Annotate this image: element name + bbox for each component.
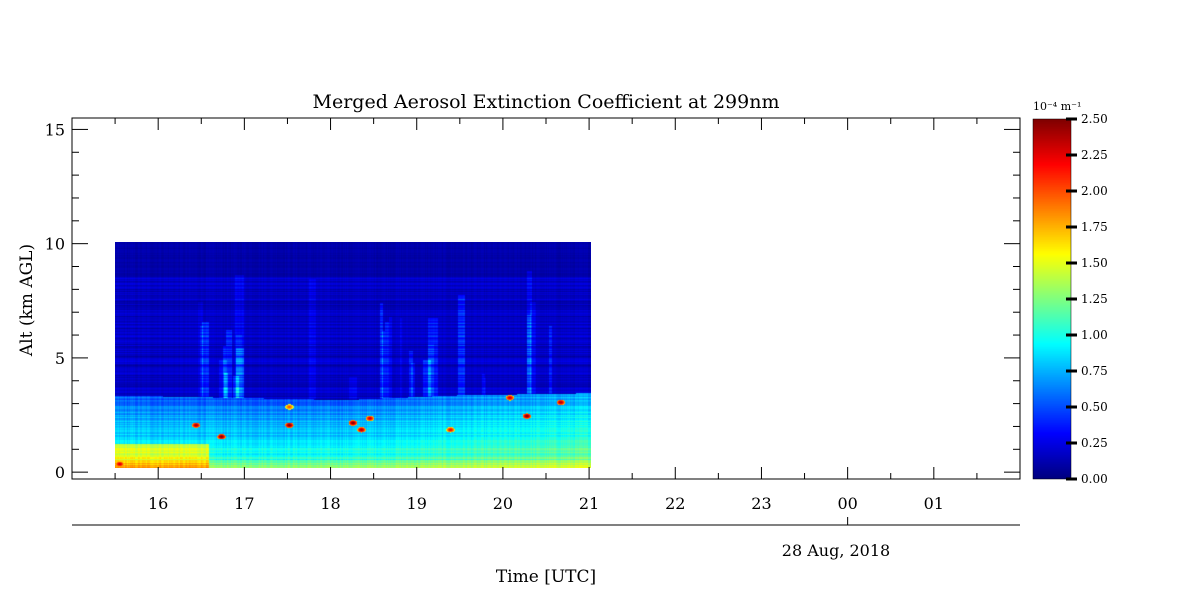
colorbar-tick-label: 1.25 (1081, 292, 1108, 306)
x-tick-label: 22 (665, 494, 685, 513)
colorbar-tick-label: 0.75 (1081, 364, 1108, 378)
y-tick-label: 5 (55, 349, 65, 368)
x-tick-label: 19 (407, 494, 427, 513)
date-label: 28 Aug, 2018 (782, 541, 890, 560)
y-tick-label: 0 (55, 463, 65, 482)
chart-title: Merged Aerosol Extinction Coefficient at… (313, 91, 780, 113)
colorbar-tick-label: 2.00 (1081, 184, 1108, 198)
colorbar-tick-label: 0.50 (1081, 400, 1108, 414)
x-tick-label: 23 (751, 494, 771, 513)
y-axis: 0 5 10 15 (45, 120, 1020, 482)
x-tick-label: 21 (579, 494, 599, 513)
y-tick-label: 10 (45, 235, 65, 254)
x-tick-label: 18 (320, 494, 340, 513)
colorbar-gradient (1033, 119, 1071, 479)
colorbar-tick-label: 2.25 (1081, 148, 1108, 162)
x-tick-label: 17 (234, 494, 254, 513)
x-tick-label: 16 (148, 494, 168, 513)
heatmap-field (115, 242, 591, 468)
colorbar-tick-label: 1.00 (1081, 328, 1108, 342)
x-tick-label: 01 (924, 494, 944, 513)
y-tick-label: 15 (45, 120, 65, 139)
colorbar-tick-label: 2.50 (1081, 112, 1108, 126)
x-tick-label: 00 (837, 494, 857, 513)
x-tick-label: 20 (493, 494, 513, 513)
colorbar-tick-label: 0.25 (1081, 436, 1108, 450)
colorbar-tick-label: 1.75 (1081, 220, 1108, 234)
colorbar-tick-label: 1.50 (1081, 256, 1108, 270)
x-axis-label: Time [UTC] (496, 567, 596, 587)
colorbar-tick-label: 0.00 (1081, 472, 1108, 486)
x-axis: 16 17 18 19 20 21 22 23 00 01 (114, 118, 978, 513)
colorbar-ticks: 0.00 0.25 0.50 0.75 1.00 1.25 1.50 1.75 2.00 2.25… (1066, 112, 1108, 486)
y-axis-label: Alt (km AGL) (17, 244, 37, 357)
colorbar-unit: 10⁻⁴ m⁻¹ (1033, 100, 1081, 113)
